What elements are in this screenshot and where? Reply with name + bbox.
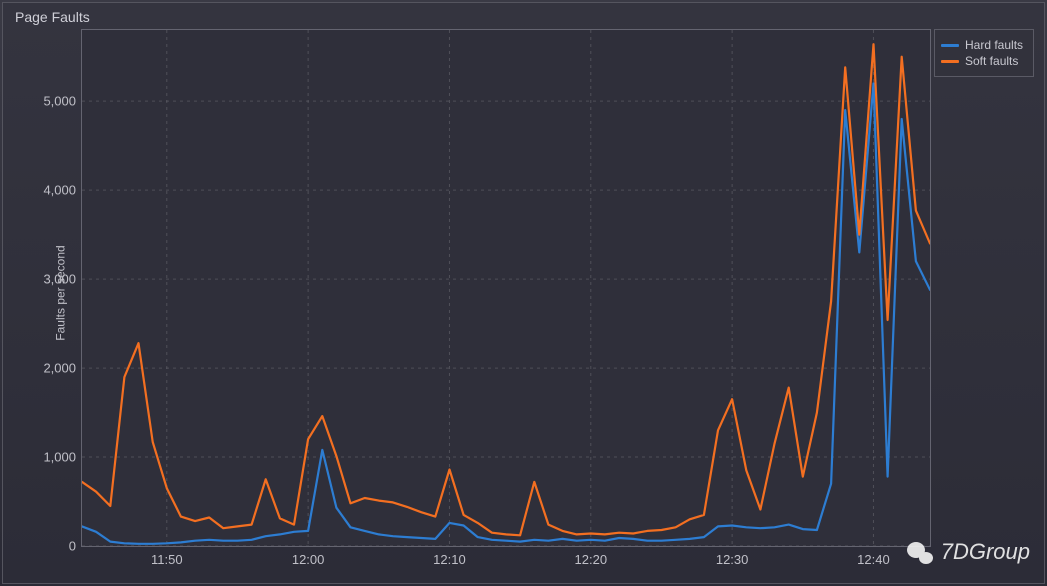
chart-svg	[82, 30, 930, 546]
xtick-label: 12:30	[716, 552, 749, 567]
xtick-label: 11:50	[151, 552, 183, 567]
ytick-label: 1,000	[43, 450, 76, 465]
legend-item-soft-faults: Soft faults	[941, 54, 1027, 68]
plot-area: 01,0002,0003,0004,0005,00011:5012:0012:1…	[81, 29, 931, 547]
legend-label: Hard faults	[965, 38, 1023, 52]
legend: Hard faults Soft faults	[934, 29, 1034, 77]
watermark-text: 7DGroup	[941, 539, 1030, 565]
chart-title: Page Faults	[15, 9, 90, 25]
xtick-label: 12:10	[433, 552, 466, 567]
ytick-label: 5,000	[43, 94, 76, 109]
ytick-label: 2,000	[43, 361, 76, 376]
legend-swatch	[941, 44, 959, 47]
legend-label: Soft faults	[965, 54, 1018, 68]
ytick-label: 4,000	[43, 183, 76, 198]
y-axis-label: Faults per second	[54, 245, 68, 340]
xtick-label: 12:20	[575, 552, 608, 567]
ytick-label: 0	[69, 539, 76, 554]
xtick-label: 12:00	[292, 552, 325, 567]
ytick-label: 3,000	[43, 272, 76, 287]
legend-item-hard-faults: Hard faults	[941, 38, 1027, 52]
chart-panel: Page Faults Faults per second 01,0002,00…	[2, 2, 1045, 584]
xtick-label: 12:40	[857, 552, 890, 567]
legend-swatch	[941, 60, 959, 63]
